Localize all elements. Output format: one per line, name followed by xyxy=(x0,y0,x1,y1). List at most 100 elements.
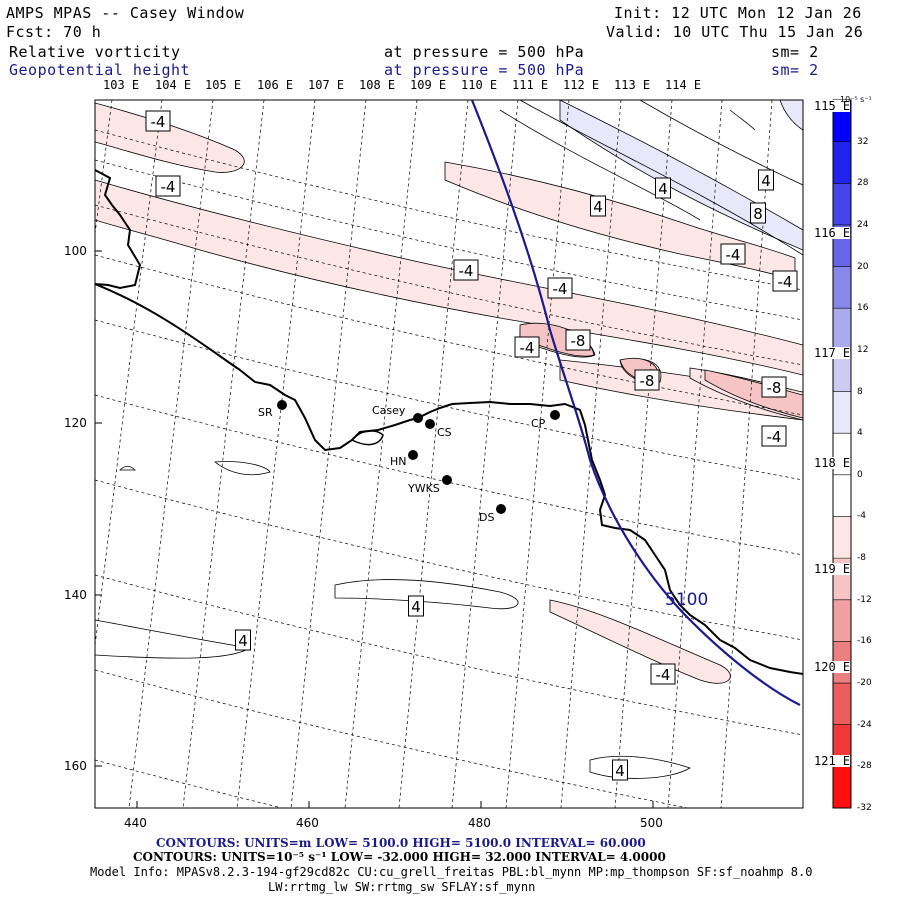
colorbar-label: 12 xyxy=(857,344,869,355)
colorbar-segment xyxy=(833,391,851,434)
parallel-line xyxy=(95,759,284,808)
contour-labels: -4 -4 -4 -4 -4 -8 -8 -8 -4 -4 -4 4 4 4 8 4 4 -4 4 xyxy=(145,110,798,781)
parallel-line xyxy=(95,204,803,366)
colorbar-label: 20 xyxy=(857,261,869,272)
colorbar-label: -16 xyxy=(857,636,872,647)
colorbar-label: -24 xyxy=(857,719,872,730)
colorbar-label: 4 xyxy=(857,428,863,439)
parallel-line xyxy=(95,129,803,291)
contour-label: 4 xyxy=(761,172,771,190)
lon-label: 106 E xyxy=(257,78,294,92)
graticule xyxy=(95,100,803,808)
contour-label: -4 xyxy=(161,178,176,196)
x-tick-480: 480 xyxy=(468,816,491,830)
colorbar-segment xyxy=(833,266,851,309)
meridian-line xyxy=(398,100,469,808)
contour-label: 4 xyxy=(238,632,248,650)
parallel-line xyxy=(95,394,803,556)
lon-label: 104 E xyxy=(155,78,192,92)
contour-label-box xyxy=(565,329,591,351)
forecast-hour: Fcst: 70 h xyxy=(6,23,102,41)
meridian-line xyxy=(182,100,265,808)
contour-label-box xyxy=(408,595,424,617)
contour-label-box xyxy=(453,259,479,281)
colorbar-label: -32 xyxy=(857,803,872,813)
lon-label: 105 E xyxy=(205,78,242,92)
contour-label-box xyxy=(655,177,671,199)
station-cp-label: CP xyxy=(531,417,546,430)
coastline xyxy=(95,169,803,675)
side-lon-label: 121 E xyxy=(814,754,851,768)
station-ds-marker xyxy=(496,504,506,514)
contour-label-box xyxy=(634,369,660,391)
station-cp-marker xyxy=(550,410,560,420)
colorbar-segment xyxy=(833,308,851,351)
colorbar-label: 24 xyxy=(857,219,869,230)
lon-label: 113 E xyxy=(614,78,651,92)
meridian-line xyxy=(236,100,316,808)
contour-label: -8 xyxy=(767,379,782,397)
vorticity-contour-info: CONTOURS: UNITS=10⁻⁵ s⁻¹ LOW= -32.000 HI… xyxy=(133,850,666,864)
contour-label: -4 xyxy=(726,246,741,264)
lon-label: 110 E xyxy=(461,78,498,92)
axis-ticks xyxy=(95,250,654,808)
colorbar-segment xyxy=(833,183,851,226)
meridian-line xyxy=(720,100,773,808)
lon-label: 109 E xyxy=(410,78,447,92)
contour-label: 4 xyxy=(411,598,421,616)
meridian-line xyxy=(128,100,214,808)
colorbar xyxy=(833,100,851,809)
contour-label: -4 xyxy=(151,113,166,131)
side-lon-label: 119 E xyxy=(814,562,851,576)
colorbar-label: 8 xyxy=(857,386,863,397)
colorbar-unit: 10⁻⁵ s⁻¹ xyxy=(840,95,872,104)
contour-label: 4 xyxy=(658,180,668,198)
contour-label-box xyxy=(761,425,787,447)
colorbar-segment xyxy=(833,766,851,809)
y-tick-140: 140 xyxy=(64,588,87,602)
contour-label-box xyxy=(650,663,676,685)
station-cs-label: CS xyxy=(437,426,452,439)
meridian-line xyxy=(451,100,519,808)
contour-label-box xyxy=(750,202,766,224)
field1-level: at pressure = 500 hPa xyxy=(384,43,585,61)
station-hn-label: HN xyxy=(390,455,407,468)
colorbar-label: -20 xyxy=(857,678,872,689)
x-tick-500: 500 xyxy=(640,816,663,830)
contour-label: -4 xyxy=(520,339,535,357)
lon-label: 108 E xyxy=(359,78,396,92)
field2-name: Geopotential height xyxy=(9,61,191,79)
y-tick-160: 160 xyxy=(64,759,87,773)
station-cs-marker xyxy=(425,419,435,429)
contour-label-box xyxy=(761,376,787,398)
contour-label: -4 xyxy=(459,262,474,280)
model-info-physics: LW:rrtmg_lw SW:rrtmg_sw SFLAY:sf_mynn xyxy=(268,880,536,894)
field1-name: Relative vorticity xyxy=(9,43,181,61)
colorbar-label: -28 xyxy=(857,761,872,772)
colorbar-label: 16 xyxy=(857,303,869,314)
parallel-line xyxy=(95,669,690,808)
side-lon-label: 120 E xyxy=(814,660,851,674)
height-contour-info: CONTOURS: UNITS=m LOW= 5100.0 HIGH= 5100… xyxy=(156,836,646,850)
meridian-line xyxy=(344,100,418,808)
lon-label: 111 E xyxy=(512,78,549,92)
contour-label: -4 xyxy=(778,273,793,291)
meridian-line xyxy=(95,100,163,649)
parallel-line xyxy=(95,254,803,416)
lon-label: 114 E xyxy=(665,78,702,92)
colorbar-segment xyxy=(833,516,851,559)
contour-label-box xyxy=(758,169,774,191)
parallel-line xyxy=(95,574,803,736)
meridian-line xyxy=(667,100,723,808)
colorbar-label: -4 xyxy=(857,511,866,522)
lon-label: 112 E xyxy=(563,78,600,92)
x-tick-440: 440 xyxy=(124,816,147,830)
x-tick-460: 460 xyxy=(296,816,319,830)
contour-label-box xyxy=(547,277,573,299)
station-casey-marker xyxy=(413,413,423,423)
colorbar-label: -8 xyxy=(857,553,866,564)
station-ywks-marker xyxy=(442,475,452,485)
model-info: Model Info: MPASv8.2.3-194-gf29cd82c CU:… xyxy=(90,865,813,879)
contour-label: -8 xyxy=(640,372,655,390)
side-lon-label: 115 E xyxy=(814,99,851,113)
